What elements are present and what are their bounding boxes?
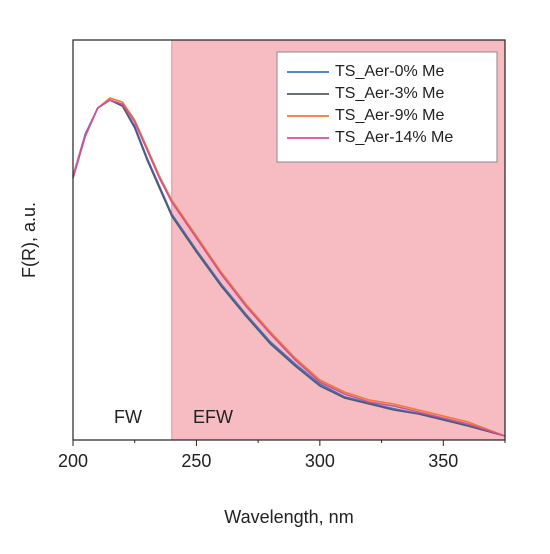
x-tick-label: 300: [305, 451, 335, 471]
x-tick-label: 200: [58, 451, 88, 471]
legend-label: TS_Aer-14% Me: [335, 129, 453, 146]
x-tick-label: 250: [181, 451, 211, 471]
annotation: EFW: [193, 407, 233, 427]
x-axis-label: Wavelength, nm: [224, 507, 353, 527]
y-axis-label: F(R), a.u.: [19, 202, 39, 278]
annotation: FW: [114, 407, 142, 427]
legend-label: TS_Aer-0% Me: [335, 63, 444, 80]
legend: TS_Aer-0% Me TS_Aer-3% Me TS_Aer-9% Me TS_A…: [276, 51, 498, 163]
legend-label: TS_Aer-3% Me: [335, 85, 444, 102]
legend-box: [276, 51, 498, 163]
series-line: [72, 99, 506, 437]
plot-frame: [72, 39, 506, 441]
x-tick-label: 350: [428, 451, 458, 471]
legend-label: TS_Aer-9% Me: [335, 107, 444, 124]
series-line: [72, 97, 506, 437]
series-line: [72, 99, 506, 437]
